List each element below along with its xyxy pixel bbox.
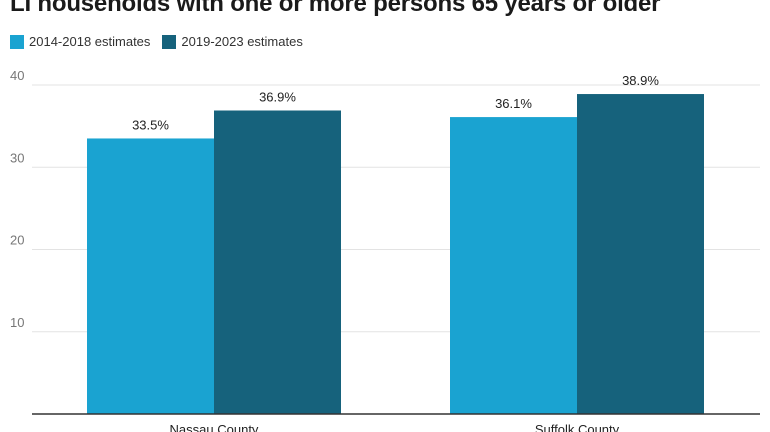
- legend-swatch-series-2: [162, 34, 177, 49]
- data-label-1-series-1: 33.5%: [132, 117, 169, 132]
- legend-label-series-2: 2019-2023 estimates: [181, 34, 303, 49]
- data-label-2-series-1: 36.1%: [495, 96, 532, 111]
- data-label-2-series-2: 38.9%: [622, 73, 659, 88]
- legend-item-series-1: 2014-2018 estimates: [10, 34, 150, 49]
- y-tick-label-10: 10: [10, 315, 24, 330]
- x-tick-label-1: Nassau County: [170, 422, 259, 432]
- y-tick-label-20: 20: [10, 233, 24, 248]
- legend: 2014-2018 estimates 2019-2023 estimates: [10, 34, 315, 49]
- bar-2-series-1: [450, 117, 577, 414]
- chart-title: LI households with one or more persons 6…: [10, 0, 661, 17]
- bar-1-series-2: [214, 110, 341, 414]
- legend-label-series-1: 2014-2018 estimates: [29, 34, 151, 49]
- legend-swatch-series-1: [10, 34, 24, 49]
- data-label-1-series-2: 36.9%: [259, 89, 296, 104]
- y-tick-label-30: 30: [10, 150, 24, 165]
- bar-2-series-2: [577, 94, 704, 415]
- y-tick-label-40: 40: [10, 68, 24, 83]
- legend-item-series-2: 2019-2023 estimates: [162, 34, 303, 49]
- x-tick-label-2: Suffolk County: [535, 422, 620, 432]
- bar-1-series-1: [87, 138, 214, 414]
